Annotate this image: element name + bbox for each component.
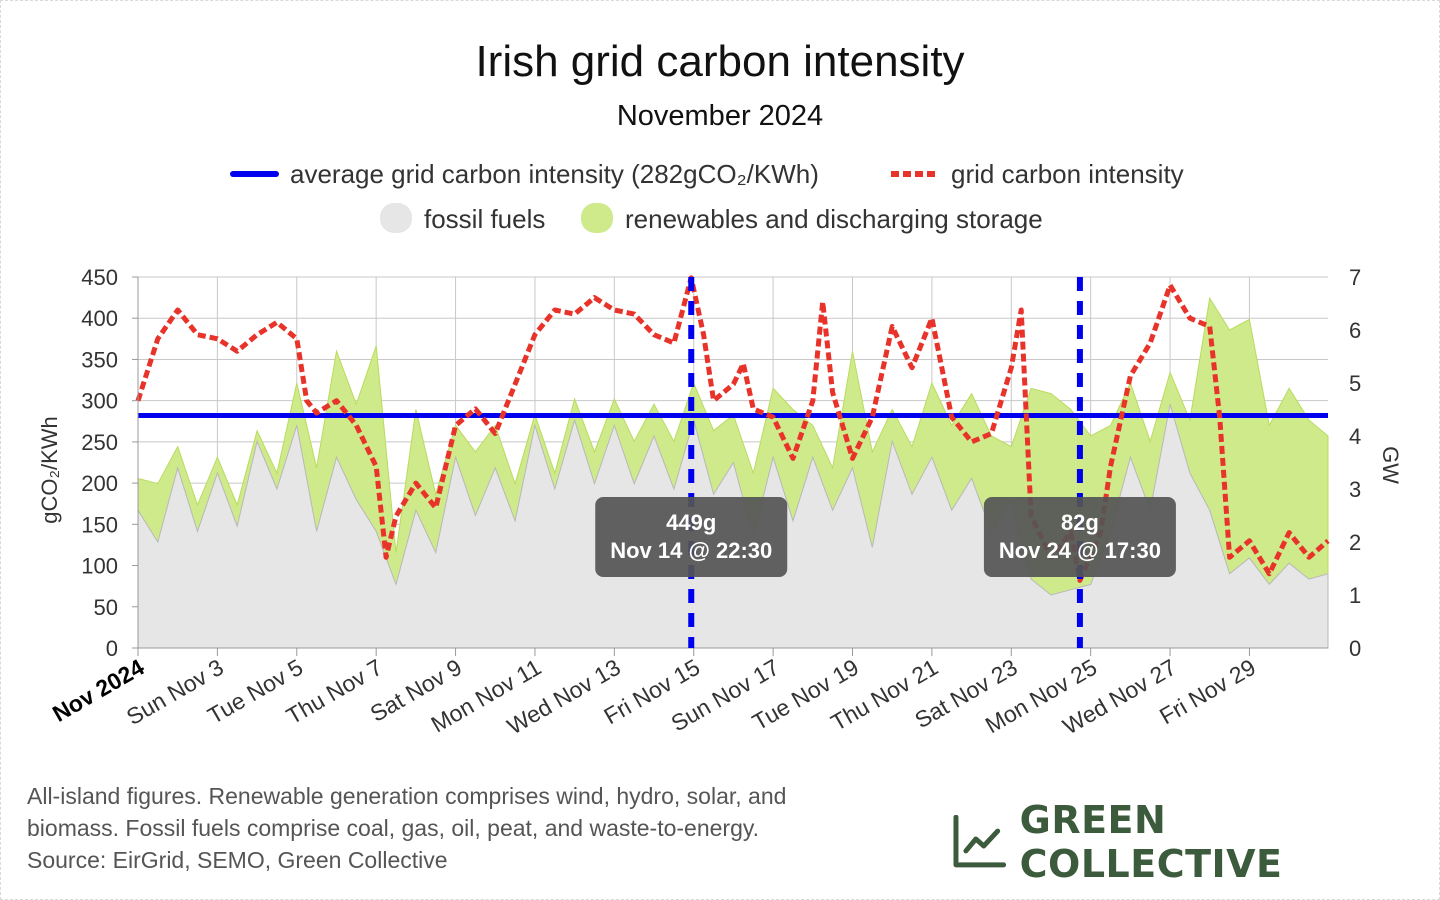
brand-name: GREEN COLLECTIVE [1019,798,1283,886]
annotation-value: 82g [1061,510,1099,535]
annotation-value: 449g [666,510,716,535]
footnote-line: biomass. Fossil fuels comprise coal, gas… [27,815,760,841]
y-tick-label-right: 5 [1349,371,1361,396]
legend-average-label: average grid carbon intensity (282gCO₂/K… [290,159,819,189]
annotation-box [595,497,788,577]
y-tick-label-left: 300 [81,389,118,414]
annotation-box [983,497,1176,577]
annotation-time: Nov 24 @ 17:30 [999,538,1161,563]
y-tick-label-right: 2 [1349,530,1361,555]
y-tick-label-right: 3 [1349,477,1361,502]
y-tick-label-left: 200 [81,471,118,496]
y-tick-label-left: 450 [81,265,118,290]
footnote-line: Source: EirGrid, SEMO, Green Collective [27,847,448,873]
y-tick-label-left: 400 [81,306,118,331]
legend-intensity-label: grid carbon intensity [951,159,1184,189]
y-tick-label-left: 50 [94,595,118,620]
legend: average grid carbon intensity (282gCO₂/K… [230,159,1184,234]
y-tick-label-left: 350 [81,347,118,372]
y-tick-label-left: 250 [81,430,118,455]
y-tick-label-left: 0 [106,636,118,661]
y-axis-left-title: gCO₂/KWh [37,416,62,524]
legend-renewables-swatch [581,203,613,233]
legend-fossil-swatch [380,203,412,233]
footnote-line: All-island figures. Renewable generation… [27,783,787,809]
series-lines [135,275,1330,583]
y-tick-label-left: 100 [81,554,118,579]
chart-subtitle: November 2024 [617,100,823,132]
footnote: All-island figures. Renewable generation… [27,780,927,876]
y-axis-right-title: GW [1378,446,1403,484]
legend-renewables-label: renewables and discharging storage [625,204,1043,234]
y-tick-label-right: 4 [1349,424,1361,449]
grid-intensity-line [135,275,1330,583]
chart-title: Irish grid carbon intensity [475,37,964,86]
y-tick-label-right: 6 [1349,318,1361,343]
annotation-time: Nov 14 @ 22:30 [610,538,772,563]
legend-fossil-label: fossil fuels [424,204,545,234]
brand-logo: GREEN COLLECTIVE [952,798,1440,886]
y-tick-label-right: 7 [1349,265,1361,290]
y-tick-label-left: 150 [81,512,118,537]
y-tick-label-right: 1 [1349,583,1361,608]
annotations: 449g Nov 14 @ 22:30 82g Nov 24 @ 17:30 [595,277,1176,648]
y-tick-label-right: 0 [1349,636,1361,661]
line-chart-icon [953,815,1006,868]
